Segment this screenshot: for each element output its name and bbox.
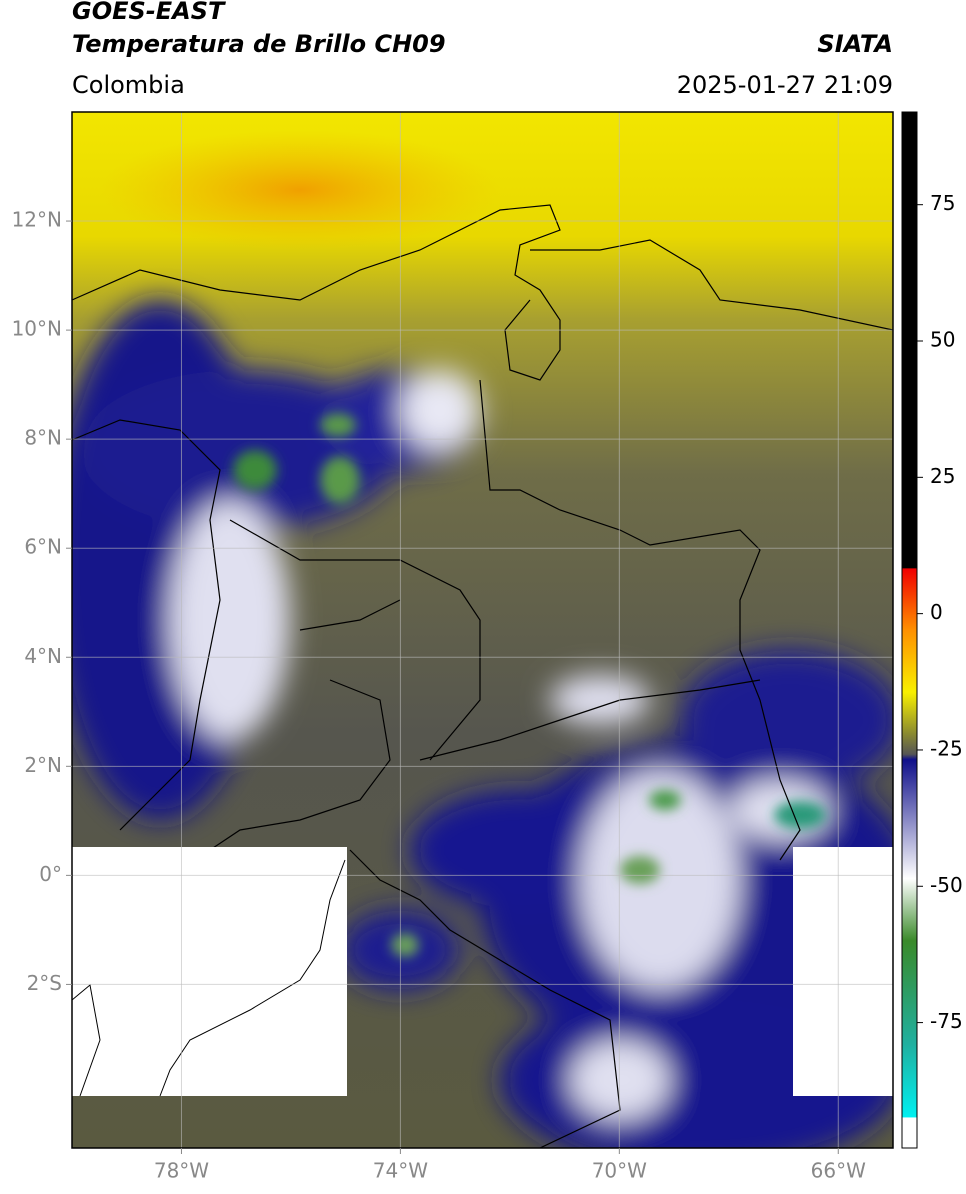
satellite-image [72,112,893,1148]
x-tick-label: 66°W [811,1159,866,1183]
y-tick-label: 6°N [24,535,62,559]
agency: SIATA [817,30,893,58]
y-tick-label: 2°S [27,971,62,995]
colorbar [901,111,918,1149]
map-frame [71,111,894,1149]
x-tick-label: 74°W [373,1159,428,1183]
x-tick-label: 78°W [154,1159,209,1183]
title: Temperatura de Brillo CH09 [72,30,446,58]
colorbar-label: -25 [930,736,963,760]
y-tick-label: 8°N [24,426,62,450]
colorbar-label: -50 [930,873,963,897]
colorbar-label: 0 [930,600,943,624]
y-tick-label: 12°N [12,208,62,232]
y-tick-label: 0° [39,862,62,886]
region: Colombia [72,71,185,99]
graticule [72,112,893,1148]
colorbar-label: 50 [930,328,955,352]
title: GOES-EAST [72,0,226,25]
x-tick-label: 70°W [592,1159,647,1183]
y-tick-label: 2°N [24,753,62,777]
y-tick-label: 10°N [12,317,62,341]
datetime: 2025-01-27 21:09 [677,71,893,99]
colorbar-label: 75 [930,191,955,215]
colorbar-label: -75 [930,1009,963,1033]
y-tick-label: 4°N [24,644,62,668]
colorbar-label: 25 [930,464,955,488]
